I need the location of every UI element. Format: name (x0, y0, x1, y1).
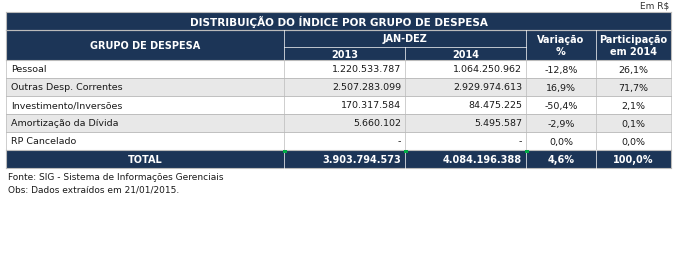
Bar (6, 79, 671, 97)
Text: JAN-DEZ: JAN-DEZ (383, 34, 427, 44)
Text: 0,1%: 0,1% (621, 119, 645, 128)
Text: -50,4%: -50,4% (544, 101, 577, 110)
Text: 1.064.250.962: 1.064.250.962 (453, 65, 522, 74)
Text: Amortização da Dívida: Amortização da Dívida (11, 119, 118, 128)
Text: 170.317.584: 170.317.584 (341, 101, 401, 110)
Bar (6, 31, 671, 61)
Text: DISTRIBUIÇÃO DO ÍNDICE POR GRUPO DE DESPESA: DISTRIBUIÇÃO DO ÍNDICE POR GRUPO DE DESP… (190, 16, 487, 28)
Bar (6, 150, 671, 168)
Text: 0,0%: 0,0% (621, 137, 645, 146)
Text: GRUPO DE DESPESA: GRUPO DE DESPESA (90, 41, 200, 51)
Bar (283, 150, 287, 153)
Bar (6, 115, 671, 133)
Text: -12,8%: -12,8% (544, 65, 577, 74)
Text: 71,7%: 71,7% (618, 83, 649, 92)
Bar (525, 150, 529, 153)
Bar (6, 133, 671, 150)
Text: 3.903.794.573: 3.903.794.573 (322, 154, 401, 164)
Text: 2,1%: 2,1% (621, 101, 645, 110)
Bar (6, 97, 671, 115)
Bar (6, 61, 671, 79)
Text: Variação
%: Variação % (538, 35, 584, 57)
Text: 16,9%: 16,9% (546, 83, 576, 92)
Text: 26,1%: 26,1% (618, 65, 649, 74)
Text: 84.475.225: 84.475.225 (468, 101, 522, 110)
Text: Fonte: SIG - Sistema de Informações Gerenciais: Fonte: SIG - Sistema de Informações Gere… (8, 173, 223, 182)
Text: Em R$: Em R$ (640, 2, 669, 11)
Text: 5.495.587: 5.495.587 (474, 119, 522, 128)
Text: Obs: Dados extraídos em 21/01/2015.: Obs: Dados extraídos em 21/01/2015. (8, 185, 179, 194)
Text: Investimento/Inversões: Investimento/Inversões (11, 101, 123, 110)
Text: -: - (519, 137, 522, 146)
Text: -2,9%: -2,9% (547, 119, 575, 128)
Text: RP Cancelado: RP Cancelado (11, 137, 77, 146)
Text: 4,6%: 4,6% (548, 154, 575, 164)
Text: -: - (397, 137, 401, 146)
Text: TOTAL: TOTAL (127, 154, 162, 164)
Bar (404, 150, 408, 153)
Text: 5.660.102: 5.660.102 (353, 119, 401, 128)
Text: 100,0%: 100,0% (613, 154, 654, 164)
Text: 2014: 2014 (452, 50, 479, 60)
Text: 2013: 2013 (331, 50, 358, 60)
Text: 1.220.533.787: 1.220.533.787 (332, 65, 401, 74)
Text: Pessoal: Pessoal (11, 65, 47, 74)
Bar (6, 13, 671, 31)
Text: 2.507.283.099: 2.507.283.099 (332, 83, 401, 92)
Text: 4.084.196.388: 4.084.196.388 (443, 154, 522, 164)
Text: Outras Desp. Correntes: Outras Desp. Correntes (11, 83, 123, 92)
Text: 0,0%: 0,0% (549, 137, 573, 146)
Text: Participação
em 2014: Participação em 2014 (599, 35, 668, 57)
Text: 2.929.974.613: 2.929.974.613 (453, 83, 522, 92)
